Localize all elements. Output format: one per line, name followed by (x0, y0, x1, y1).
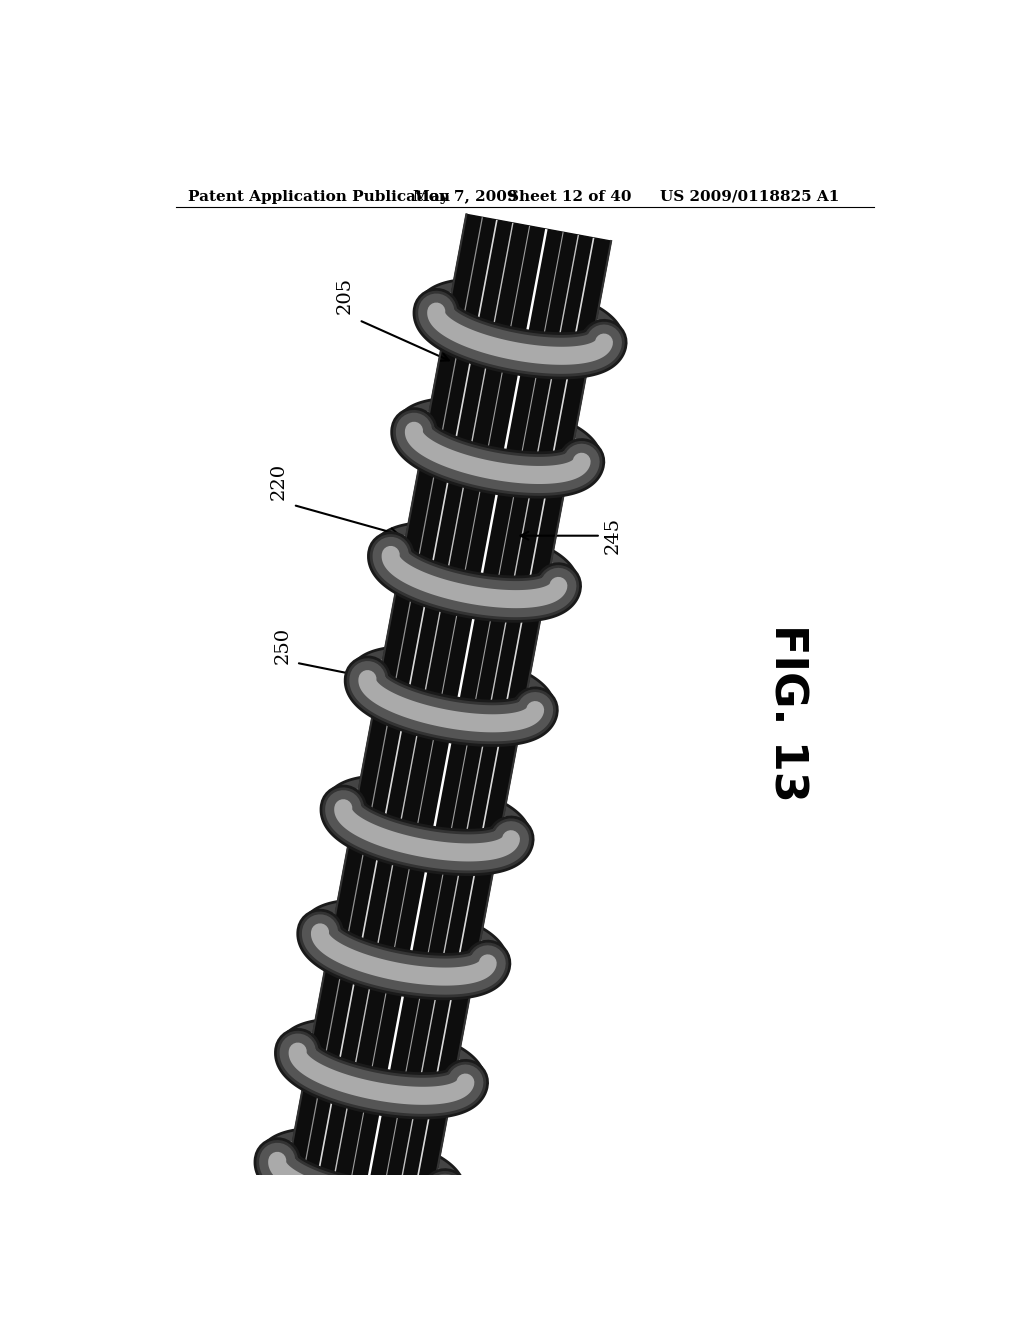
Text: 220: 220 (270, 463, 288, 500)
Text: Patent Application Publication: Patent Application Publication (188, 190, 451, 203)
Text: Sheet 12 of 40: Sheet 12 of 40 (508, 190, 631, 203)
Text: 205: 205 (336, 277, 354, 314)
Text: May 7, 2009: May 7, 2009 (414, 190, 518, 203)
Text: 250: 250 (274, 627, 292, 664)
Polygon shape (281, 214, 611, 1234)
Text: US 2009/0118825 A1: US 2009/0118825 A1 (659, 190, 839, 203)
Text: 245: 245 (603, 517, 622, 554)
Text: FIG. 13: FIG. 13 (765, 624, 808, 801)
